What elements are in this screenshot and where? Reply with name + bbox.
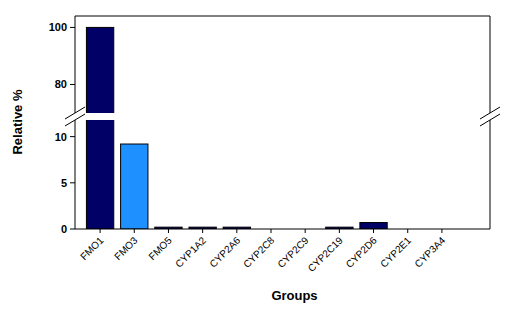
x-tick-label: CYP1A2	[173, 234, 208, 269]
bar-upper	[86, 27, 113, 113]
x-tick-label: CYP2C8	[241, 234, 277, 270]
chart-svg: 051080100FMO1FMO3FMO5CYP1A2CYP2A6CYP2C8C…	[0, 0, 508, 316]
y-tick-label: 80	[55, 78, 67, 90]
x-tick	[305, 229, 306, 233]
frame-top	[75, 16, 490, 17]
bars-upper	[86, 27, 113, 113]
y-tick-label: 100	[49, 21, 67, 33]
y-tick-label: 5	[61, 177, 67, 189]
x-tick	[271, 229, 272, 233]
frame-right-upper	[490, 16, 491, 113]
x-tick-label: CYP2E1	[378, 234, 413, 269]
y-tick	[70, 182, 75, 183]
y-tick	[70, 27, 75, 28]
chart-container: 051080100FMO1FMO3FMO5CYP1A2CYP2A6CYP2C8C…	[0, 0, 508, 316]
y-tick	[70, 136, 75, 137]
x-tick	[339, 229, 340, 233]
x-tick	[168, 229, 169, 233]
y-tick-label: 10	[55, 131, 67, 143]
y-tick-label: 0	[61, 223, 67, 235]
bar	[360, 223, 387, 229]
y-tick	[70, 84, 75, 85]
x-tick-label: CYP3A4	[412, 234, 447, 269]
bars-lower	[86, 120, 387, 229]
x-tick	[100, 229, 101, 233]
x-tick-label: CYP2C19	[306, 234, 346, 274]
x-tick	[236, 229, 237, 233]
x-tick-label: FMO1	[78, 234, 106, 262]
x-tick-label: CYP2D6	[344, 234, 380, 270]
axis-break	[65, 114, 85, 126]
x-tick-label: CYP2C9	[275, 234, 311, 270]
x-tick	[441, 229, 442, 233]
axis-break	[480, 107, 500, 119]
x-tick	[407, 229, 408, 233]
axis-break	[480, 114, 500, 126]
bar	[86, 120, 113, 229]
x-tick-label: CYP2A6	[207, 234, 242, 269]
x-tick-label: FMO5	[146, 234, 174, 262]
x-tick	[134, 229, 135, 233]
x-tick	[373, 229, 374, 233]
x-axis	[75, 229, 490, 230]
y-axis-upper	[75, 16, 76, 113]
x-tick-label: FMO3	[112, 234, 140, 262]
y-axis-title: Relative %	[10, 89, 25, 154]
x-tick	[202, 229, 203, 233]
axis-break	[65, 107, 85, 119]
bar	[121, 144, 148, 229]
x-axis-title: Groups	[271, 288, 317, 303]
y-tick	[70, 229, 75, 230]
frame-right-lower	[490, 120, 491, 229]
